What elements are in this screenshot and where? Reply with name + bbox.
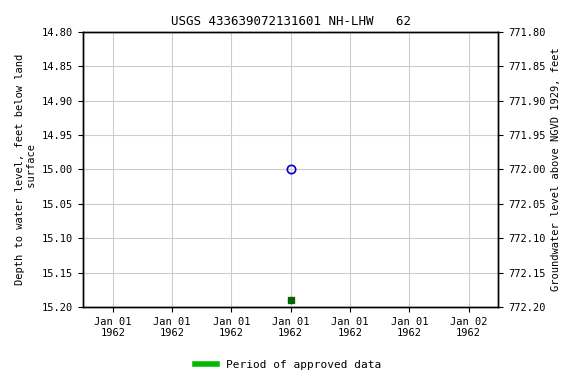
Legend: Period of approved data: Period of approved data — [191, 356, 385, 375]
Y-axis label: Groundwater level above NGVD 1929, feet: Groundwater level above NGVD 1929, feet — [551, 48, 561, 291]
Title: USGS 433639072131601 NH-LHW   62: USGS 433639072131601 NH-LHW 62 — [170, 15, 411, 28]
Y-axis label: Depth to water level, feet below land
 surface: Depth to water level, feet below land su… — [15, 54, 37, 285]
